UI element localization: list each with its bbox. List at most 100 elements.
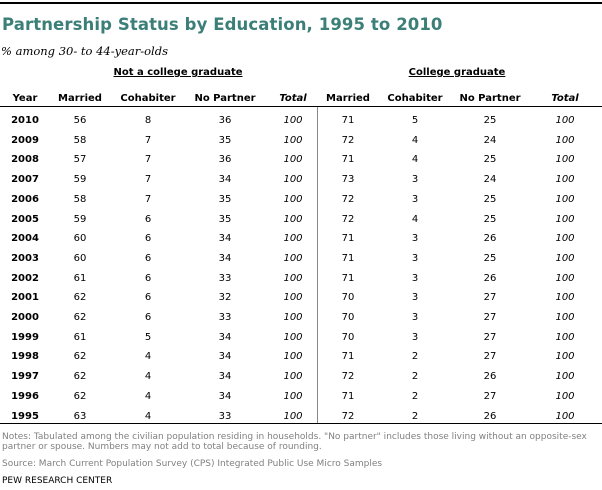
- column-header-married: Married: [58, 93, 102, 104]
- cell-cohabiter-college: 3: [411, 312, 419, 323]
- cell-married: 62: [73, 371, 87, 383]
- cell-total-college: 100: [555, 154, 575, 166]
- cell-no-partner-college: 25: [483, 252, 497, 264]
- cell-no-partner-college: 26: [483, 233, 497, 245]
- cell-married: 60: [73, 252, 87, 264]
- column-header-cohabiter-college: Cohabiter: [387, 93, 443, 104]
- cell-no-partner: 34: [218, 233, 232, 245]
- cell-year: 2006: [11, 193, 39, 205]
- cell-cohabiter: 4: [144, 410, 152, 422]
- cell-no-partner: 35: [218, 213, 232, 225]
- cell-total: 100: [283, 312, 303, 323]
- cell-total: 100: [283, 351, 303, 363]
- cell-cohabiter: 6: [144, 252, 152, 264]
- cell-no-partner-college: 26: [483, 371, 497, 383]
- cell-married-college: 71: [341, 390, 355, 402]
- cell-no-partner: 34: [218, 174, 232, 186]
- cell-total-college: 100: [555, 351, 575, 363]
- cell-no-partner-college: 25: [483, 213, 497, 225]
- cell-no-partner-college: 27: [483, 331, 497, 343]
- cell-married: 61: [73, 272, 87, 284]
- cell-cohabiter: 6: [144, 213, 152, 225]
- cell-married-college: 71: [341, 154, 355, 166]
- cell-married-college: 72: [341, 134, 355, 146]
- cell-total: 100: [283, 390, 303, 402]
- cell-year: 2009: [11, 134, 39, 146]
- cell-no-partner-college: 26: [483, 410, 497, 422]
- cell-total-college: 100: [555, 371, 575, 383]
- cell-married: 60: [73, 233, 87, 245]
- column-header-no-partner: No Partner: [194, 93, 256, 104]
- cell-no-partner: 34: [218, 371, 232, 383]
- cell-married-college: 71: [341, 272, 355, 284]
- cell-no-partner: 34: [218, 252, 232, 264]
- cell-total: 100: [283, 252, 303, 264]
- cell-total-college: 100: [555, 115, 575, 126]
- cell-married-college: 72: [341, 213, 355, 225]
- cell-total-college: 100: [555, 331, 575, 343]
- cell-no-partner-college: 25: [483, 154, 497, 166]
- cell-married: 59: [73, 213, 87, 225]
- cell-cohabiter: 7: [144, 154, 152, 166]
- cell-no-partner: 35: [218, 134, 232, 146]
- cell-no-partner: 36: [218, 154, 232, 166]
- cell-total-college: 100: [555, 174, 575, 186]
- cell-cohabiter-college: 3: [411, 252, 419, 264]
- cell-total: 100: [283, 410, 303, 422]
- cell-total: 100: [283, 154, 303, 166]
- cell-married-college: 70: [341, 292, 355, 304]
- cell-cohabiter: 6: [144, 292, 152, 304]
- cell-cohabiter-college: 2: [411, 390, 419, 402]
- cell-cohabiter: 4: [144, 371, 152, 383]
- column-header-cohabiter: Cohabiter: [120, 93, 176, 104]
- cell-total: 100: [283, 233, 303, 245]
- cell-married: 62: [73, 292, 87, 304]
- cell-year: 2007: [11, 174, 39, 186]
- cell-married: 59: [73, 174, 87, 186]
- cell-married-college: 72: [341, 371, 355, 383]
- cell-cohabiter-college: 4: [411, 134, 419, 146]
- cell-cohabiter: 4: [144, 390, 152, 402]
- cell-total: 100: [283, 193, 303, 205]
- cell-total: 100: [283, 174, 303, 186]
- cell-year: 2004: [11, 233, 39, 245]
- cell-cohabiter: 7: [144, 193, 152, 205]
- cell-cohabiter-college: 2: [411, 351, 419, 363]
- cell-total-college: 100: [555, 390, 575, 402]
- cell-year: 1998: [11, 351, 39, 363]
- cell-year: 2001: [11, 292, 39, 304]
- cell-cohabiter-college: 3: [411, 292, 419, 304]
- cell-year: 1996: [11, 390, 39, 402]
- cell-married-college: 71: [341, 252, 355, 264]
- cell-no-partner: 33: [218, 312, 232, 323]
- source: Source: March Current Population Survey …: [2, 459, 383, 469]
- cell-married-college: 71: [341, 351, 355, 363]
- cell-cohabiter: 4: [144, 351, 152, 363]
- cell-year: 2003: [11, 252, 39, 264]
- cell-no-partner-college: 26: [483, 272, 497, 284]
- cell-no-partner-college: 24: [483, 174, 497, 186]
- cell-total-college: 100: [555, 410, 575, 422]
- cell-cohabiter-college: 3: [411, 174, 419, 186]
- cell-cohabiter: 7: [144, 134, 152, 146]
- cell-married: 63: [73, 410, 87, 422]
- cell-married-college: 70: [341, 312, 355, 323]
- bottom-rule: [0, 423, 602, 424]
- column-header-no-partner-college: No Partner: [459, 93, 521, 104]
- cell-married: 58: [73, 193, 87, 205]
- cell-year: 2005: [11, 213, 39, 225]
- cell-married: 62: [73, 351, 87, 363]
- column-header-total-college: Total: [551, 93, 579, 104]
- cell-cohabiter-college: 3: [411, 233, 419, 245]
- cell-year: 2002: [11, 272, 39, 284]
- cell-cohabiter-college: 3: [411, 272, 419, 284]
- cell-cohabiter-college: 2: [411, 410, 419, 422]
- group-header-college-graduate: College graduate: [408, 67, 506, 78]
- cell-total-college: 100: [555, 292, 575, 304]
- cell-married-college: 73: [341, 174, 355, 186]
- cell-year: 2008: [11, 154, 39, 166]
- group-header-not-college-graduate: Not a college graduate: [113, 67, 243, 78]
- cell-cohabiter: 6: [144, 272, 152, 284]
- cell-year: 1997: [11, 371, 39, 383]
- cell-married: 62: [73, 390, 87, 402]
